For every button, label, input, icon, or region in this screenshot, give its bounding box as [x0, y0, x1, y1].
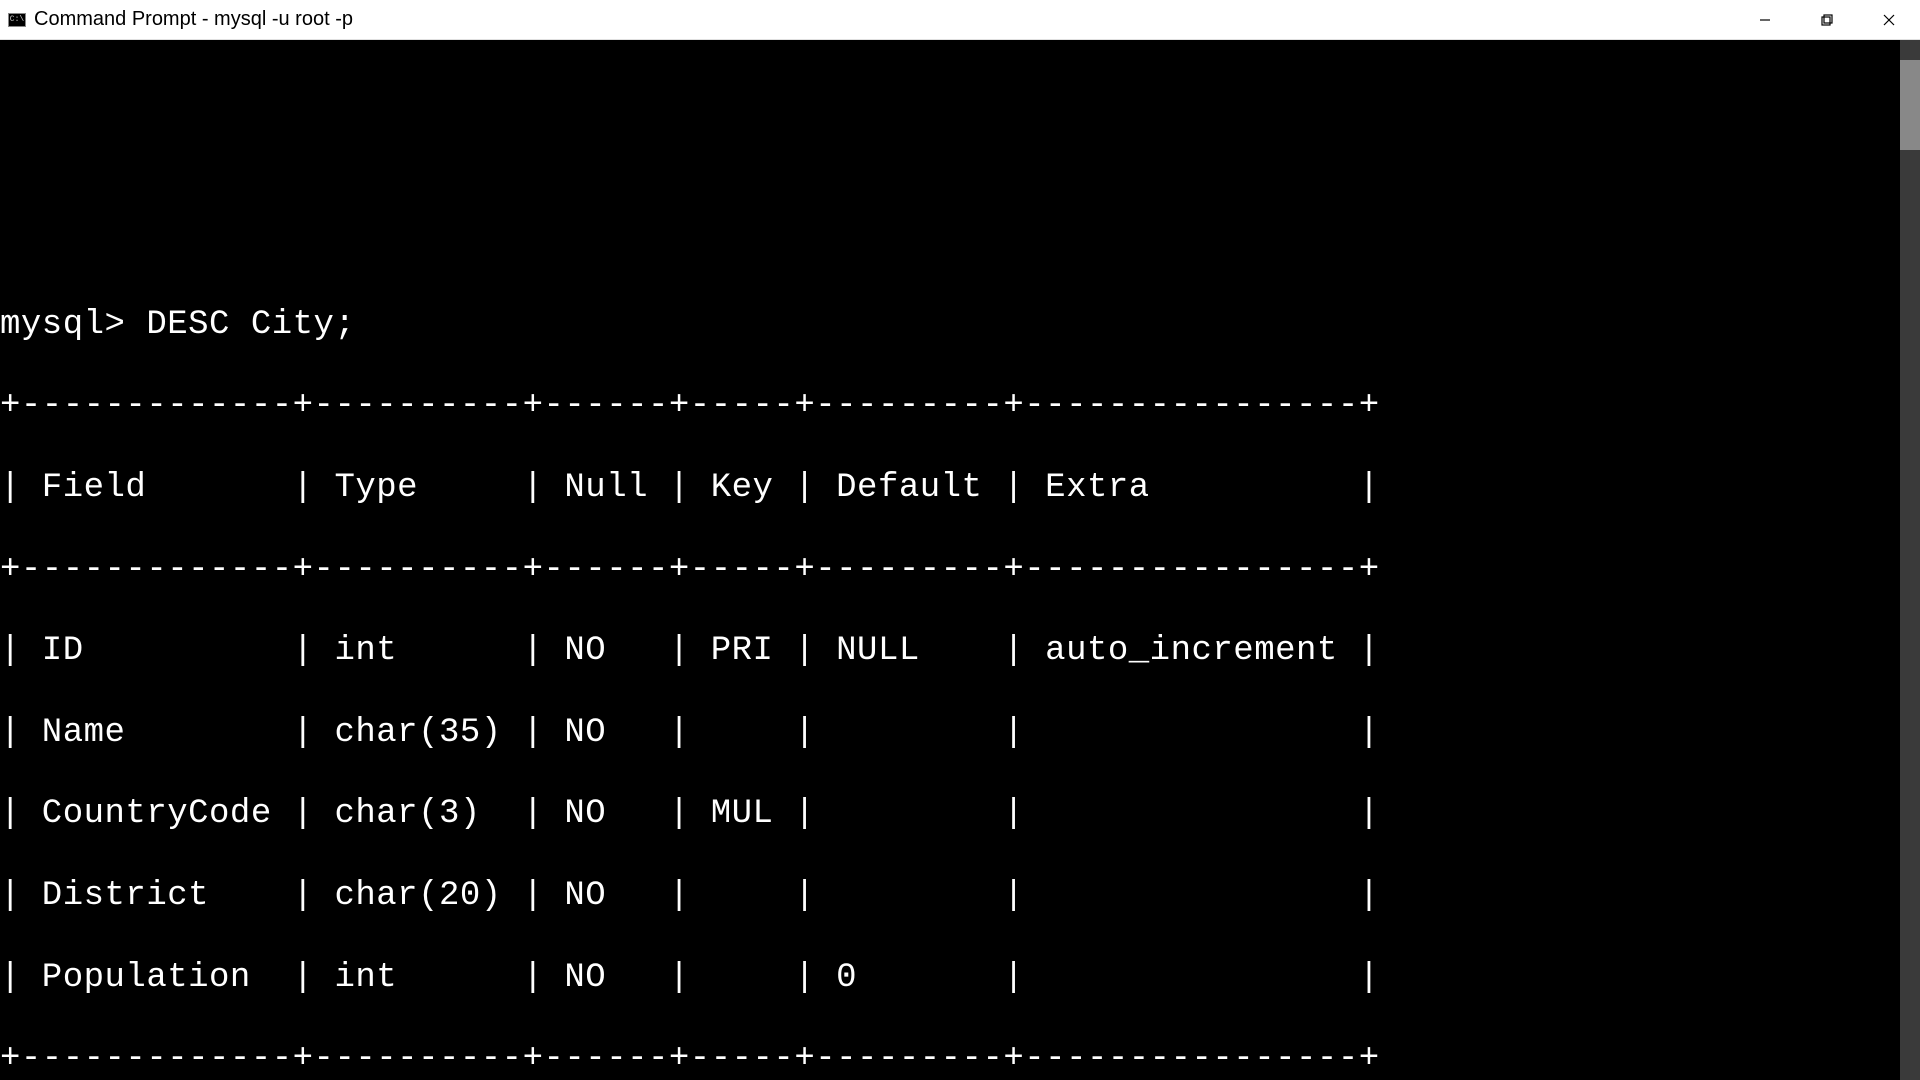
command-prompt-window: C:\ Command Prompt - mysql -u root -p my…: [0, 0, 1920, 1080]
blank-line: [0, 223, 1920, 264]
table-row: | District | char(20) | NO | | | |: [0, 876, 1920, 917]
cmd-icon: C:\: [8, 13, 26, 27]
table-row: | Name | char(35) | NO | | | |: [0, 713, 1920, 754]
cmd-icon-text: C:\: [10, 15, 24, 24]
table-row: | ID | int | NO | PRI | NULL | auto_incr…: [0, 631, 1920, 672]
terminal[interactable]: mysql> DESC City; +-------------+-------…: [0, 40, 1920, 1080]
titlebar[interactable]: C:\ Command Prompt - mysql -u root -p: [0, 0, 1920, 40]
close-button[interactable]: [1858, 0, 1920, 39]
table-border-bottom: +-------------+----------+------+-----+-…: [0, 1039, 1920, 1080]
maximize-button[interactable]: [1796, 0, 1858, 39]
table-row: | Population | int | NO | | 0 | |: [0, 958, 1920, 999]
window-title: Command Prompt - mysql -u root -p: [34, 8, 353, 31]
table-row: | CountryCode | char(3) | NO | MUL | | |: [0, 794, 1920, 835]
scrollbar-track[interactable]: [1900, 40, 1920, 1080]
prompt: mysql>: [0, 306, 125, 344]
command-line: mysql> DESC City;: [0, 305, 1920, 346]
table-header: | Field | Type | Null | Key | Default | …: [0, 468, 1920, 509]
scrollbar-thumb[interactable]: [1900, 60, 1920, 150]
titlebar-left: C:\ Command Prompt - mysql -u root -p: [8, 8, 353, 31]
command-text: DESC City;: [146, 306, 355, 344]
terminal-content: mysql> DESC City; +-------------+-------…: [0, 182, 1920, 1080]
table-border-top: +-------------+----------+------+-----+-…: [0, 386, 1920, 427]
minimize-button[interactable]: [1734, 0, 1796, 39]
table-border-mid: +-------------+----------+------+-----+-…: [0, 550, 1920, 591]
window-controls: [1734, 0, 1920, 39]
